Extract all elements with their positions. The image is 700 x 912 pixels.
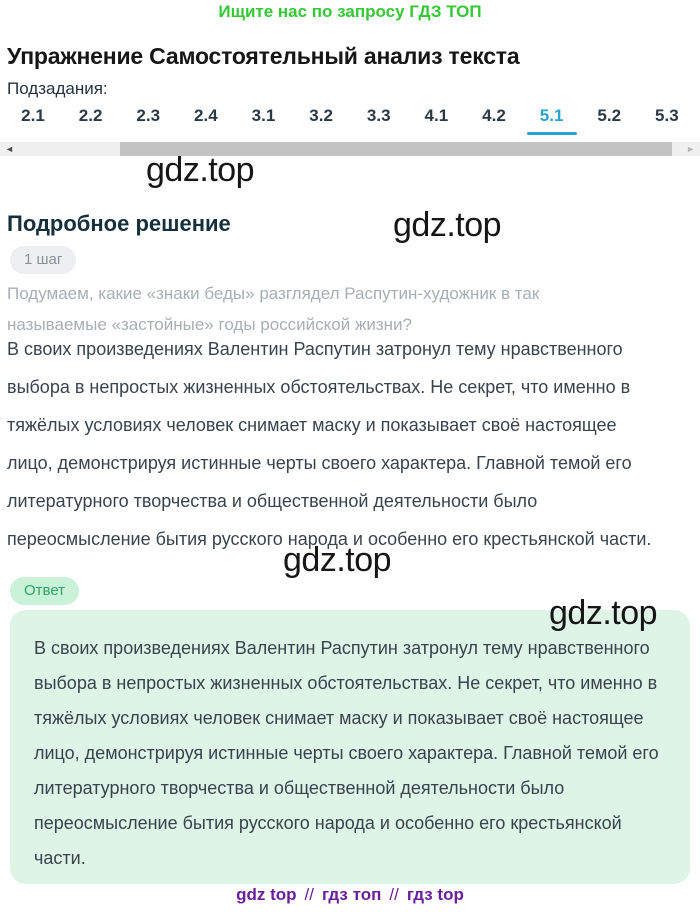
tab-3-1[interactable]: 3.1 (241, 106, 287, 135)
gdz-top-watermark: gdz.top (146, 151, 255, 189)
promo-text: Ищите нас по запросу ГДЗ ТОП (218, 2, 482, 21)
footer-link-gdz-top-mixed[interactable]: гдз top (406, 885, 464, 904)
answer-badge: Ответ (10, 577, 80, 605)
step-badge: 1 шаг (10, 246, 77, 274)
step-question-text: Подумаем, какие «знаки беды» разглядел Р… (7, 284, 540, 334)
solution-heading: Подробное решение (7, 211, 231, 237)
horizontal-scrollbar[interactable]: ◄ ► (0, 142, 700, 156)
tab-5-1-active[interactable]: 5.1 (529, 106, 575, 135)
footer-link-gdz-top-lat[interactable]: gdz top (236, 885, 297, 904)
tab-2-1[interactable]: 2.1 (10, 106, 56, 135)
tab-4-2[interactable]: 4.2 (471, 106, 517, 135)
gdz-top-watermark: gdz.top (393, 206, 502, 244)
answer-text: В своих произведениях Валентин Распутин … (34, 638, 659, 868)
scrollbar-thumb[interactable] (120, 142, 672, 156)
tab-3-3[interactable]: 3.3 (356, 106, 402, 135)
tab-2-2[interactable]: 2.2 (68, 106, 114, 135)
footer-link-gdz-top-cyr[interactable]: гдз топ (322, 885, 382, 904)
gdz-top-watermark: gdz.top (283, 541, 392, 579)
scrollbar-right-arrow-icon[interactable]: ► (686, 144, 695, 154)
solution-body-text: В своих произведениях Валентин Распутин … (7, 339, 652, 549)
tab-5-3[interactable]: 5.3 (644, 106, 690, 135)
tab-2-4[interactable]: 2.4 (183, 106, 229, 135)
footer-links: gdz top // гдз топ // гдз top (0, 885, 700, 905)
tab-2-3[interactable]: 2.3 (125, 106, 171, 135)
footer-separator: // (304, 885, 314, 904)
tab-4-1[interactable]: 4.1 (413, 106, 459, 135)
tab-5-2[interactable]: 5.2 (586, 106, 632, 135)
scrollbar-left-arrow-icon[interactable]: ◄ (5, 144, 14, 154)
gdz-top-watermark: gdz.top (549, 594, 658, 632)
subtask-tabs: 2.1 2.2 2.3 2.4 3.1 3.2 3.3 4.1 4.2 5.1 … (0, 106, 700, 135)
answer-box: В своих произведениях Валентин Распутин … (10, 610, 690, 884)
page-title: Упражнение Самостоятельный анализ текста (7, 43, 520, 70)
footer-separator: // (389, 885, 399, 904)
subtasks-label: Подзадания: (7, 79, 108, 98)
tab-3-2[interactable]: 3.2 (298, 106, 344, 135)
